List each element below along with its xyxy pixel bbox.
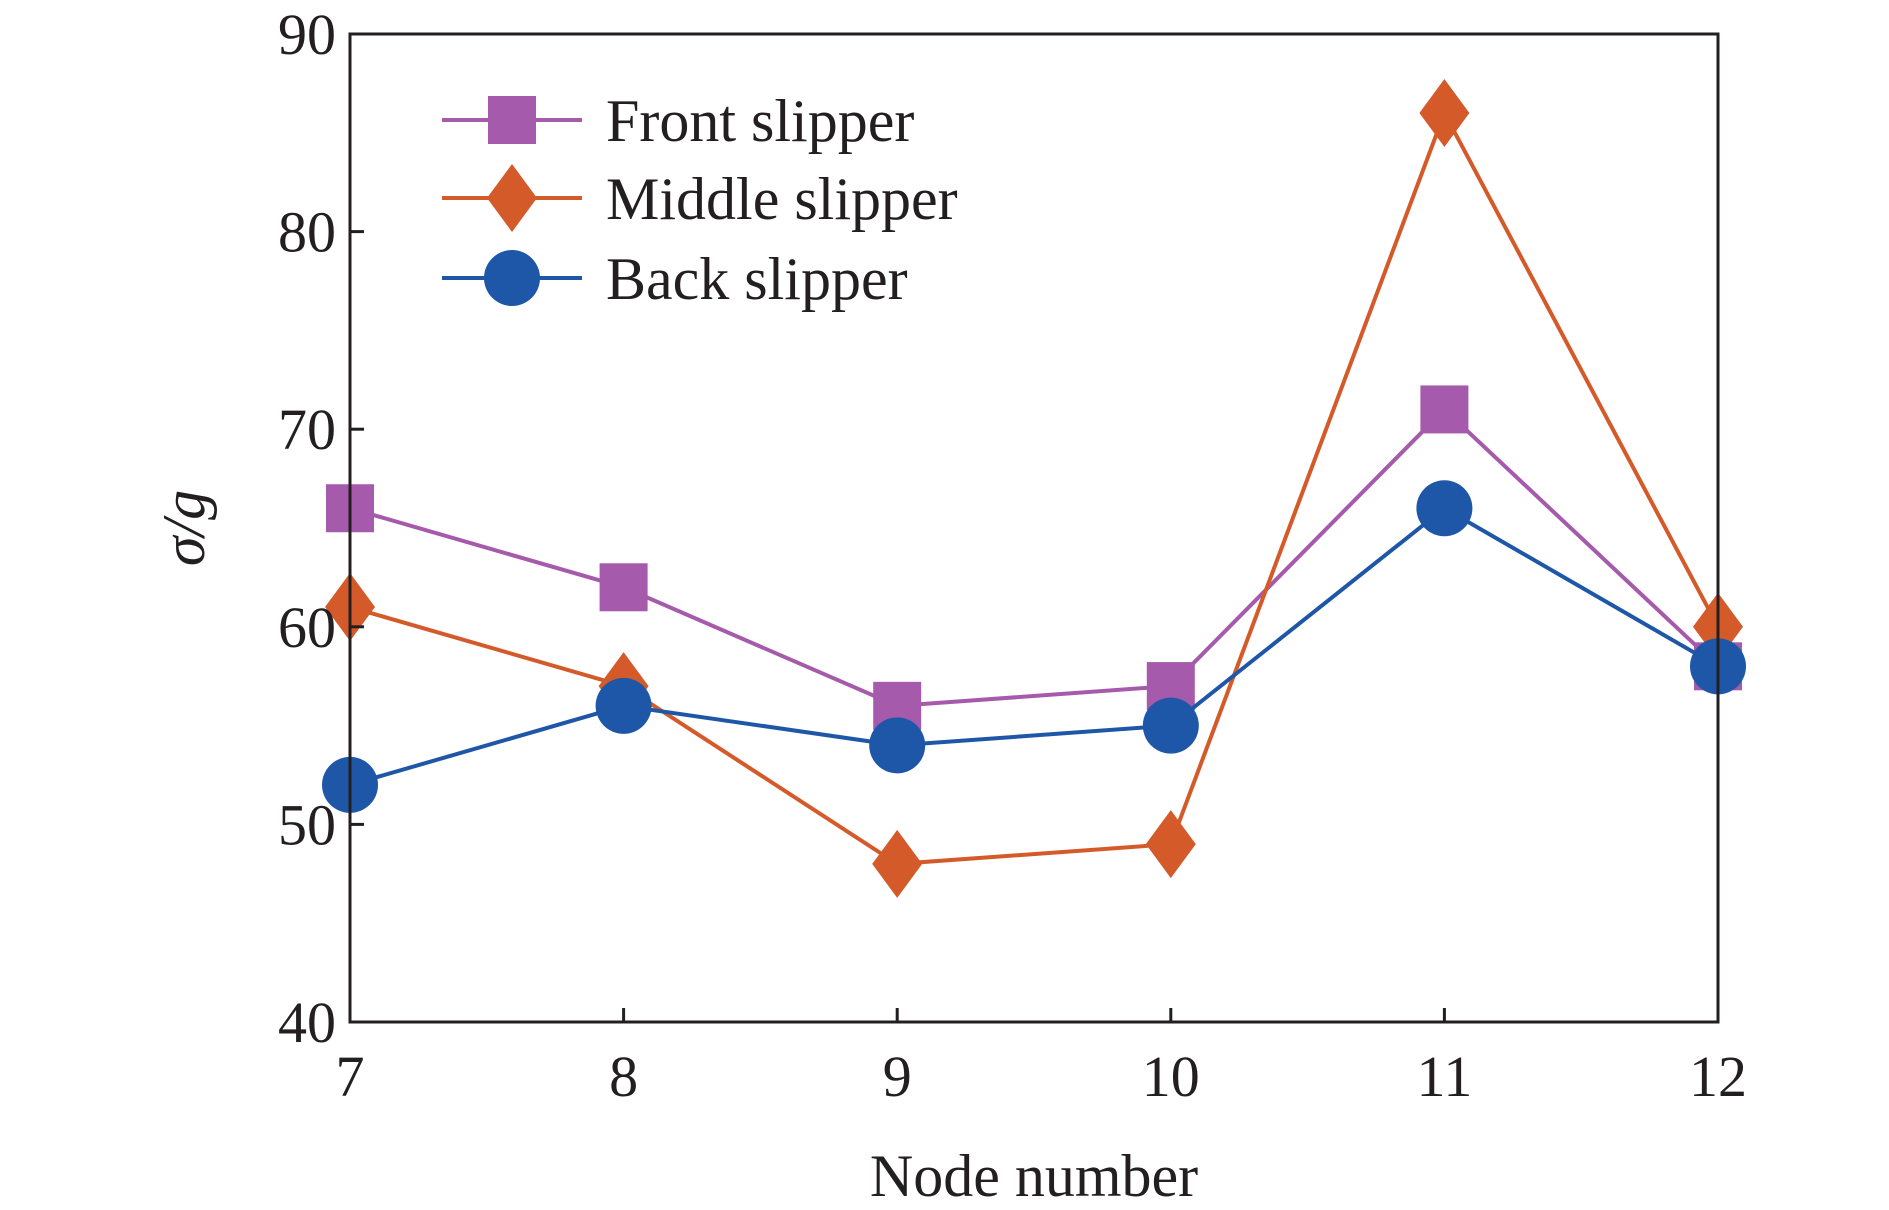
legend: Front slipper Middle slipper Back slipper — [442, 88, 958, 312]
legend-label: Front slipper — [606, 88, 914, 154]
front-slipper-line — [349, 406, 1720, 708]
y-tick-label: 70 — [278, 397, 336, 462]
series-back-slipper — [322, 480, 1746, 813]
front-slipper-point — [599, 563, 648, 612]
middle-slipper-point — [1145, 810, 1196, 879]
legend-item-back-slipper: Back slipper — [442, 246, 908, 312]
y-tick-label: 80 — [278, 200, 336, 265]
x-axis-title: Node number — [870, 1143, 1198, 1209]
front-slipper-point — [1420, 385, 1469, 434]
back-slipper-point — [595, 677, 652, 734]
middle-slipper-point — [1419, 79, 1470, 148]
x-tick-label: 7 — [336, 1044, 365, 1109]
plot-frame — [348, 32, 1720, 1024]
series-layer — [322, 79, 1746, 898]
ticks-layer: 7 8 9 10 11 12 40 50 60 70 80 90 — [278, 2, 1747, 1109]
y-axis-title: σ/g — [151, 490, 217, 566]
y-tick-label: 90 — [278, 2, 336, 67]
middle-slipper-point — [872, 829, 923, 898]
x-tick-label: 9 — [883, 1044, 912, 1109]
legend-label: Back slipper — [606, 246, 908, 312]
legend-item-front-slipper: Front slipper — [442, 88, 914, 154]
x-tick-label: 8 — [609, 1044, 638, 1109]
legend-item-middle-slipper: Middle slipper — [442, 164, 958, 232]
x-tick-label: 11 — [1416, 1044, 1472, 1109]
back-slipper-point — [1416, 480, 1473, 537]
legend-marker — [488, 96, 536, 144]
y-tick-label: 50 — [278, 792, 336, 857]
back-slipper-point — [869, 717, 926, 774]
x-tick-label: 10 — [1142, 1044, 1200, 1109]
middle-slipper-line — [349, 108, 1720, 866]
legend-label: Middle slipper — [606, 166, 958, 232]
back-slipper-point — [1142, 697, 1199, 754]
legend-marker — [487, 164, 537, 232]
back-slipper-line — [349, 505, 1720, 787]
y-tick-label: 60 — [278, 595, 336, 660]
y-tick-label: 40 — [278, 990, 336, 1055]
legend-marker — [484, 250, 540, 306]
x-tick-label: 12 — [1689, 1044, 1747, 1109]
